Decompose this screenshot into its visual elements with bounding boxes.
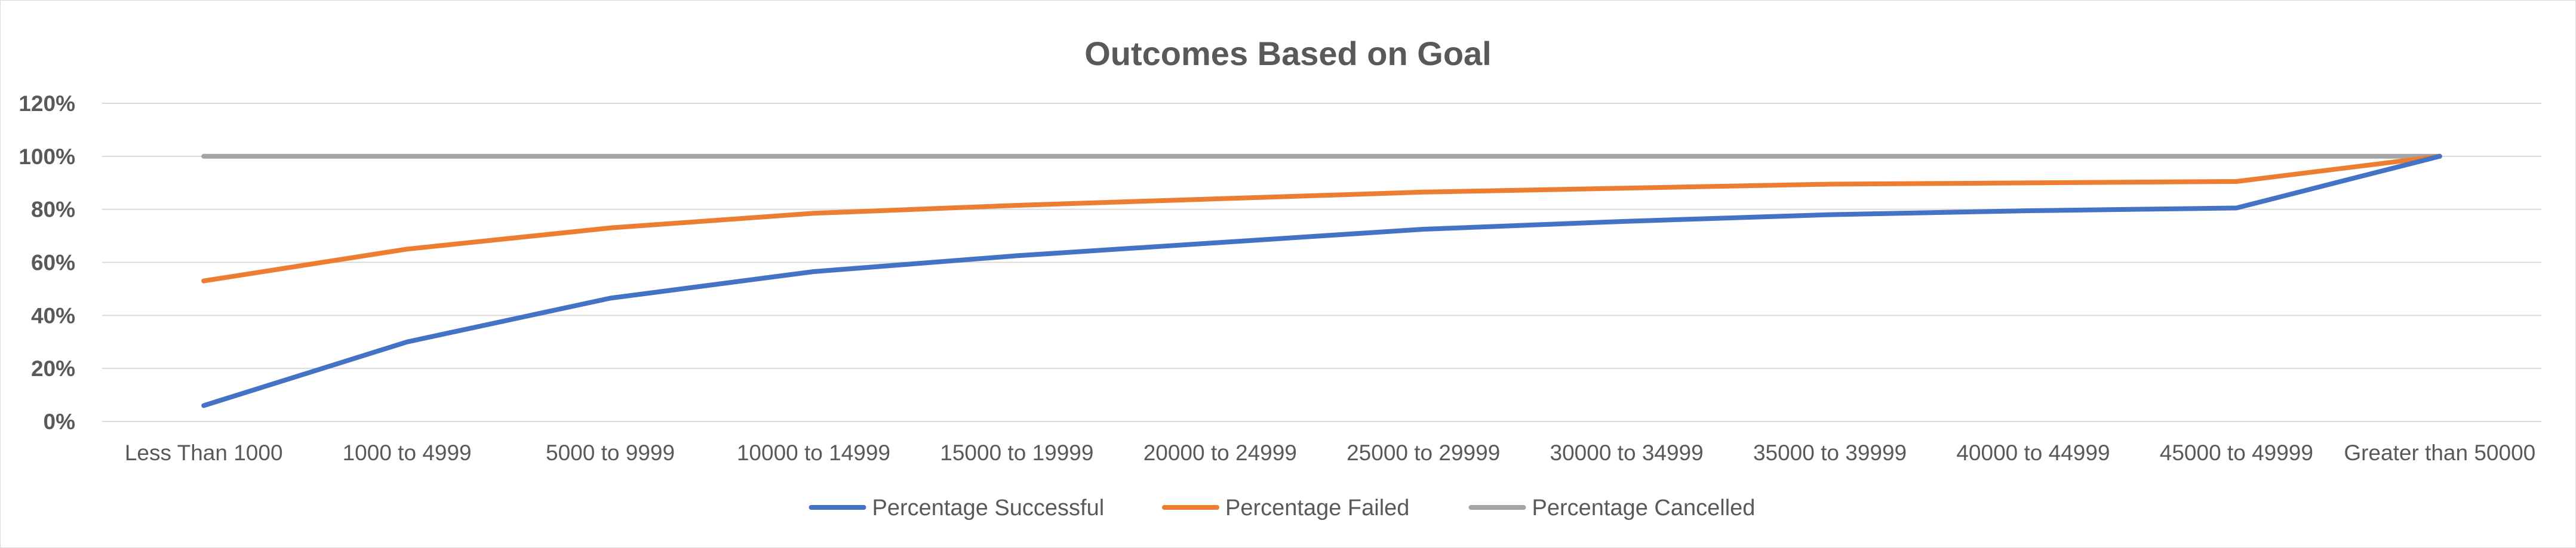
- y-tick-label: 100%: [19, 144, 75, 169]
- x-axis-ticks: Less Than 1000 1000 to 4999 5000 to 9999 10…: [125, 441, 2535, 465]
- y-tick-label: 40%: [31, 303, 75, 328]
- series-lines: [201, 153, 2442, 408]
- x-tick-label: 35000 to 39999: [1753, 441, 1907, 465]
- y-tick-label: 60%: [31, 251, 75, 275]
- y-axis-ticks: 0% 20% 40% 60% 80% 100% 120%: [19, 91, 75, 434]
- legend-item: Percentage Failed: [1162, 495, 1409, 521]
- chart-title: Outcomes Based on Goal: [1084, 35, 1492, 72]
- y-tick-label: 80%: [31, 198, 75, 222]
- legend-label: Percentage Successful: [872, 495, 1105, 521]
- x-tick-label: 20000 to 24999: [1143, 441, 1297, 465]
- legend-label: Percentage Cancelled: [1532, 495, 1756, 521]
- y-tick-label: 120%: [19, 91, 75, 116]
- legend: Percentage Successful Percentage Failed Pe…: [809, 495, 1756, 521]
- x-tick-label: Less Than 1000: [125, 441, 283, 465]
- gridlines: [102, 103, 2541, 422]
- x-tick-label: 5000 to 9999: [546, 441, 675, 465]
- x-tick-label: 15000 to 19999: [940, 441, 1093, 465]
- legend-item: Percentage Successful: [809, 495, 1105, 521]
- x-tick-label: 25000 to 29999: [1347, 441, 1500, 465]
- y-tick-label: 0%: [44, 410, 75, 434]
- series-line-percentage-failed: [201, 153, 2442, 284]
- x-tick-label: 1000 to 4999: [343, 441, 472, 465]
- x-tick-label: 45000 to 49999: [2160, 441, 2313, 465]
- y-tick-label: 20%: [31, 356, 75, 381]
- series-line-percentage-successful: [201, 153, 2442, 408]
- x-tick-label: 40000 to 44999: [1956, 441, 2110, 465]
- legend-item: Percentage Cancelled: [1468, 495, 1756, 521]
- x-tick-label: 10000 to 14999: [737, 441, 890, 465]
- x-tick-label: 30000 to 34999: [1550, 441, 1704, 465]
- legend-label: Percentage Failed: [1225, 495, 1409, 521]
- x-tick-label: Greater than 50000: [2344, 441, 2535, 465]
